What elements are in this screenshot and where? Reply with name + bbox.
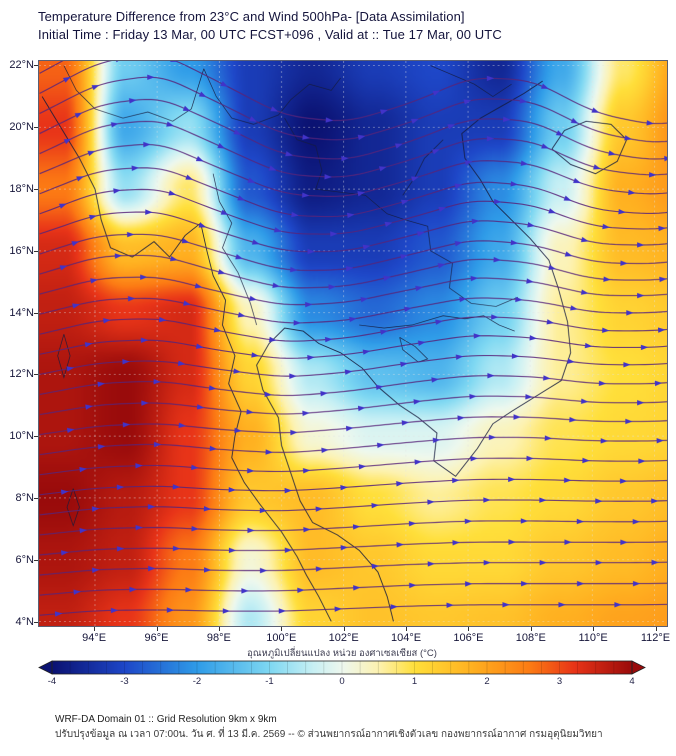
y-tick-mark xyxy=(34,560,38,562)
x-tick-mark xyxy=(530,627,532,631)
footer: WRF-DA Domain 01 :: Grid Resolution 9km … xyxy=(55,712,603,742)
colorbar-tick-label: -3 xyxy=(120,676,129,687)
colorbar-tick-label: 4 xyxy=(629,676,635,687)
y-tick-label: 6°N xyxy=(15,554,34,567)
y-tick-mark xyxy=(34,126,38,128)
x-tick-mark xyxy=(468,627,470,631)
y-tick-label: 14°N xyxy=(9,306,34,319)
y-tick-mark xyxy=(34,436,38,438)
colorbar-tick-label: -1 xyxy=(265,676,274,687)
x-tick-mark xyxy=(281,627,283,631)
temperature-wind-map-canvas xyxy=(38,60,668,627)
x-tick-mark xyxy=(655,627,657,631)
x-tick-label: 108°E xyxy=(515,632,546,644)
colorbar-section: อุณหภูมิเปลี่ยนแปลง หน่วย องศาเซลเซียส (… xyxy=(38,646,646,688)
y-tick-label: 10°N xyxy=(9,430,34,443)
y-tick-mark xyxy=(34,312,38,314)
chart-subtitle: Initial Time : Friday 13 Mar, 00 UTC FCS… xyxy=(38,27,502,42)
y-tick-label: 18°N xyxy=(9,182,34,195)
colorbar-tick-label: 1 xyxy=(411,676,418,687)
x-tick-label: 110°E xyxy=(578,632,608,644)
x-tick-label: 106°E xyxy=(453,632,484,644)
chart-header: Temperature Difference from 23°C and Win… xyxy=(38,8,502,44)
y-tick-mark xyxy=(34,622,38,624)
y-tick-label: 16°N xyxy=(9,244,34,257)
x-tick-mark xyxy=(94,627,96,631)
colorbar-tick-label: 3 xyxy=(556,676,563,687)
y-tick-label: 20°N xyxy=(9,120,34,133)
y-tick-label: 8°N xyxy=(15,492,34,505)
colorbar-tick-label: 2 xyxy=(484,676,490,687)
colorbar-tick-label: -2 xyxy=(192,676,202,687)
x-tick-label: 96°E xyxy=(144,632,169,644)
y-tick-label: 22°N xyxy=(9,58,34,71)
y-tick-mark xyxy=(34,374,38,376)
y-tick-mark xyxy=(34,64,38,66)
footer-domain-info: WRF-DA Domain 01 :: Grid Resolution 9km … xyxy=(55,714,277,725)
colorbar-tick-label: 0 xyxy=(339,676,345,687)
colorbar xyxy=(38,660,646,675)
map-plot-area: 22°N 20°N 18°N 16°N 14°N 12°N 10°N 8°N 6°N 4°N 94… xyxy=(9,59,670,644)
x-tick-label: 94°E xyxy=(82,632,107,644)
x-tick-mark xyxy=(156,627,158,631)
x-tick-mark xyxy=(218,627,220,631)
y-tick-mark xyxy=(34,250,38,252)
x-tick-label: 112°E xyxy=(640,632,671,644)
footer-update-info: ปรับปรุงข้อมูล ณ เวลา 07:00น. วัน ศ. ที่… xyxy=(55,729,603,740)
x-tick-label: 102°E xyxy=(328,632,359,644)
x-tick-label: 104°E xyxy=(390,632,422,644)
y-tick-mark xyxy=(34,498,38,500)
x-tick-mark xyxy=(406,627,408,631)
colorbar-tick-label: -4 xyxy=(47,676,57,687)
y-tick-label: 12°N xyxy=(9,368,34,381)
x-tick-mark xyxy=(593,627,595,631)
y-tick-label: 4°N xyxy=(15,616,34,629)
chart-title: Temperature Difference from 23°C and Win… xyxy=(38,9,465,24)
x-tick-label: 98°E xyxy=(206,632,231,644)
x-tick-label: 100°E xyxy=(266,632,297,644)
x-tick-mark xyxy=(343,627,345,631)
colorbar-tick-labels: -4 -3 -2 -1 0 1 2 3 4 xyxy=(38,675,646,688)
y-tick-mark xyxy=(34,188,38,190)
colorbar-title: อุณหภูมิเปลี่ยนแปลง หน่วย องศาเซลเซียส (… xyxy=(247,648,437,659)
